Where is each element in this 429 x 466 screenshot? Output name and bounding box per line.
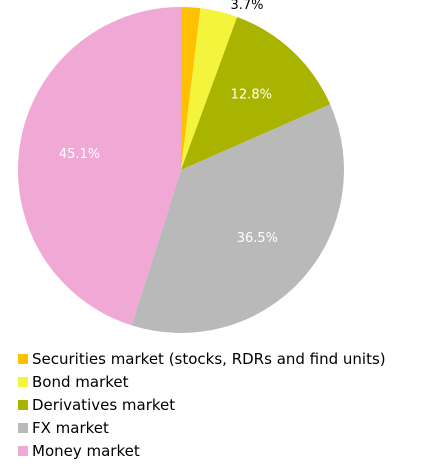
legend-item-1: Bond market (18, 370, 386, 393)
pie-slice-0 (181, 7, 201, 170)
legend-swatch-0 (18, 353, 28, 364)
legend-swatch-1 (18, 376, 28, 387)
legend-label-4: Money market (32, 441, 140, 460)
legend-item-2: Derivatives market (18, 393, 386, 416)
slice-data-label-1: 3.7% (231, 0, 264, 13)
pie-slice-3 (131, 104, 344, 334)
legend-label-3: FX market (32, 418, 109, 437)
legend: Securities market (stocks, RDRs and find… (18, 347, 386, 462)
legend-swatch-2 (18, 399, 28, 410)
pie-slice-1 (181, 8, 238, 170)
legend-swatch-3 (18, 422, 28, 433)
slice-data-label-2: 12.8% (231, 88, 272, 103)
legend-label-2: Derivatives market (32, 395, 176, 414)
slice-data-label-4: 45.1% (59, 147, 100, 162)
legend-item-0: Securities market (stocks, RDRs and find… (18, 347, 386, 370)
pie-slice-2 (181, 16, 331, 170)
legend-label-1: Bond market (32, 372, 129, 391)
legend-item-4: Money market (18, 439, 386, 462)
slice-data-label-3: 36.5% (237, 231, 278, 246)
legend-item-3: FX market (18, 416, 386, 439)
legend-swatch-4 (18, 445, 28, 456)
pie-plot-area: 12.8%36.5%45.1%1.9%3.7% (17, 0, 344, 334)
legend-label-0: Securities market (stocks, RDRs and find… (32, 349, 386, 368)
pie-slice-4 (17, 6, 181, 326)
